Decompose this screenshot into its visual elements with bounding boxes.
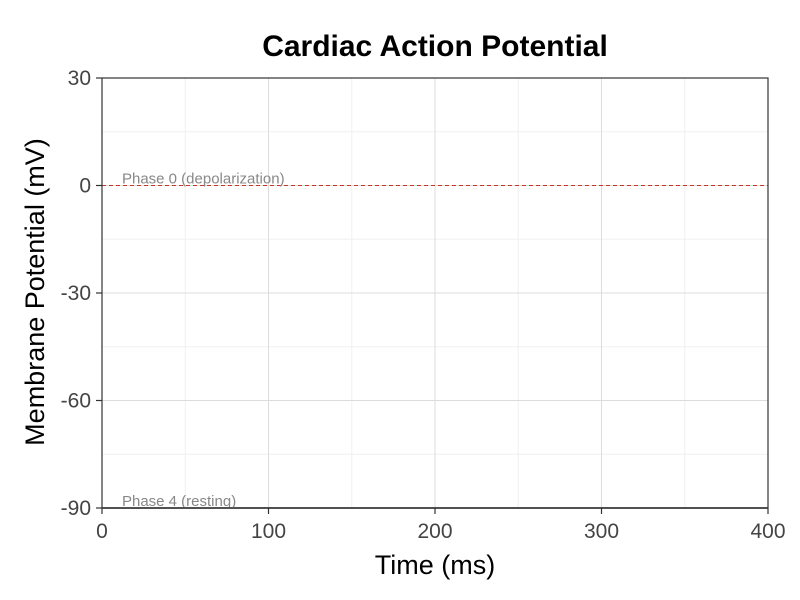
x-axis-label: Time (ms) <box>375 550 495 580</box>
x-tick-label: 0 <box>96 520 108 543</box>
y-tick-label: 30 <box>68 67 91 90</box>
y-tick-label: -30 <box>61 282 91 305</box>
x-tick-label: 200 <box>417 520 452 543</box>
x-tick-labels: 0 100 200 300 400 <box>96 520 785 543</box>
annotations: Phase 0 (depolarization) Phase 4 (resting… <box>122 171 285 511</box>
y-tick-label: -90 <box>61 497 91 520</box>
chart-title: Cardiac Action Potential <box>262 30 608 63</box>
x-tick-label: 100 <box>251 520 286 543</box>
x-tick-label: 400 <box>750 520 785 543</box>
grid <box>101 77 769 509</box>
y-tick-labels: -90 -60 -30 0 30 <box>61 67 91 520</box>
y-tick-label: -60 <box>61 390 91 413</box>
y-axis-label: Membrane Potential (mV) <box>20 138 50 446</box>
annotation-label: Phase 4 (resting) <box>122 493 236 510</box>
axes <box>96 77 769 514</box>
annotation-label: Phase 0 (depolarization) <box>122 171 285 188</box>
y-tick-label: 0 <box>79 175 91 198</box>
x-tick-label: 300 <box>584 520 619 543</box>
